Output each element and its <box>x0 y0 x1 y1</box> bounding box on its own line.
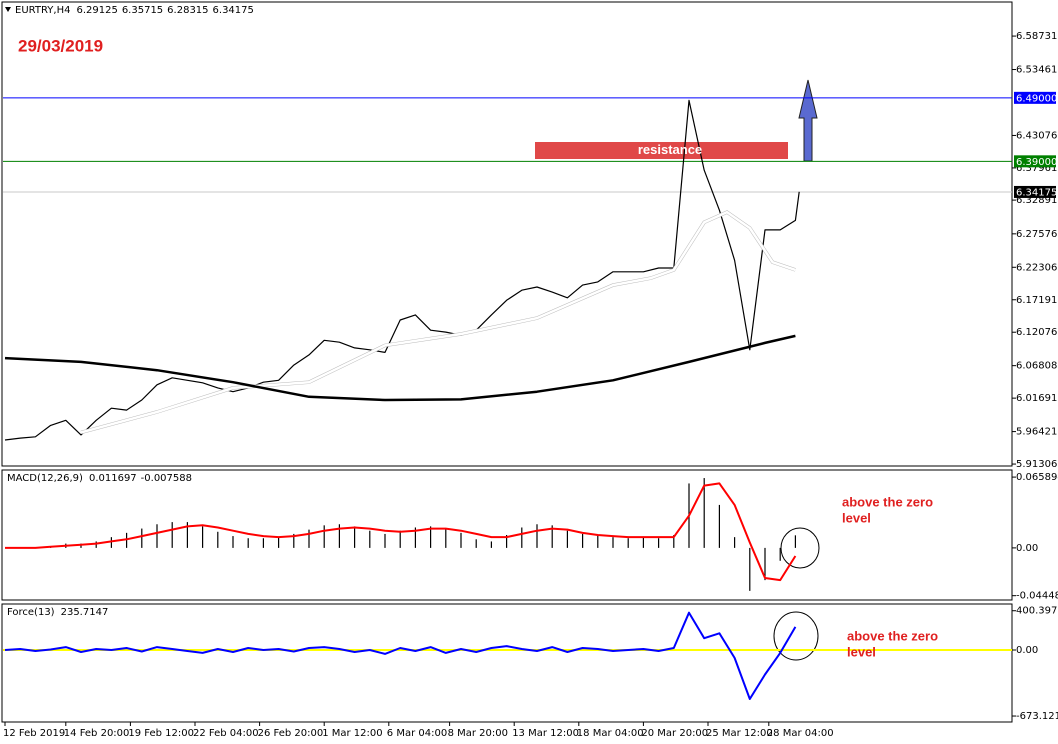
pane-header: MACD(12,26,9) 0.011697 -0.007588 <box>7 473 192 484</box>
x-tick-label: 14 Feb 20:00 <box>64 728 130 739</box>
pane-title: MACD(12,26,9) <box>7 473 83 484</box>
level-label: 6.39000 <box>1016 157 1057 168</box>
resistance-label: resistance <box>638 142 702 157</box>
x-tick-label: 1 Mar 12:00 <box>322 728 382 739</box>
y-tick-label: 6.22306 <box>1016 262 1057 273</box>
y-tick-label: 5.96421 <box>1016 427 1057 438</box>
y-tick-label: 6.53461 <box>1016 65 1057 76</box>
y-tick-label: 5.91306 <box>1016 459 1057 470</box>
pane-reading: -0.007588 <box>141 473 192 484</box>
x-tick-label: 13 Mar 12:00 <box>512 728 579 739</box>
pane-reading: 6.29125 <box>76 5 117 16</box>
highlight-circle <box>780 527 820 569</box>
pane-header: EURTRY,H4 6.29125 6.35715 6.28315 6.34175 <box>15 5 254 16</box>
highlight-circle <box>773 611 819 661</box>
pane-title: Force(13) <box>7 607 55 618</box>
pane-reading: 235.7147 <box>61 607 109 618</box>
annotation: level <box>847 644 876 659</box>
y-tick-label: 6.58731 <box>1016 31 1057 42</box>
y-tick-label: 6.17191 <box>1016 295 1057 306</box>
x-tick-label: 19 Feb 12:00 <box>128 728 194 739</box>
y-tick-label: 0.00 <box>1016 645 1038 656</box>
series-line <box>4 611 797 700</box>
pane-reading: 6.34175 <box>213 5 254 16</box>
level-label: 6.49000 <box>1016 93 1057 104</box>
resistance-zone <box>535 142 788 159</box>
y-tick-label: 6.27576 <box>1016 229 1057 240</box>
level-label: 6.34175 <box>1016 187 1057 198</box>
x-tick-label: 18 Mar 04:00 <box>577 728 644 739</box>
level-label-box <box>1014 185 1056 198</box>
macd-pane <box>1 469 1013 601</box>
force-pane <box>1 603 1013 723</box>
x-tick-label: 25 Mar 12:00 <box>706 728 773 739</box>
up-arrow <box>798 79 818 162</box>
y-tick-label: 0.00 <box>1016 543 1038 554</box>
pane-reading: 6.28315 <box>167 5 208 16</box>
pane-title: EURTRY,H4 <box>15 5 70 16</box>
series-line <box>4 334 796 402</box>
x-tick-label: 12 Feb 2019 <box>3 728 65 739</box>
menu-triangle <box>5 7 11 12</box>
annotation: level <box>842 510 871 525</box>
y-tick-label: 0.065894 <box>1016 472 1058 483</box>
x-tick-label: 22 Feb 04:00 <box>193 728 259 739</box>
date-annotation: 29/03/2019 <box>18 36 103 55</box>
annotation: above the zero <box>842 494 933 509</box>
pane-header: Force(13) 235.7147 <box>7 607 108 618</box>
level-label-box <box>1014 91 1056 104</box>
y-tick-label: 6.01691 <box>1016 393 1057 404</box>
level-label-box <box>1014 155 1056 168</box>
pane-reading: 0.011697 <box>89 473 137 484</box>
pane-reading: 6.35715 <box>122 5 163 16</box>
y-tick-label: 6.32891 <box>1016 195 1057 206</box>
y-tick-label: 400.3976 <box>1016 606 1058 617</box>
series-line <box>4 99 800 441</box>
x-tick-label: 26 Feb 20:00 <box>258 728 324 739</box>
y-tick-label: -0.04448 <box>1016 591 1058 602</box>
x-tick-label: 28 Mar 04:00 <box>767 728 834 739</box>
x-tick-label: 6 Mar 04:00 <box>387 728 447 739</box>
y-tick-label: 6.37961 <box>1016 163 1057 174</box>
series-line <box>5 482 797 582</box>
y-tick-label: -673.1218 <box>1016 711 1058 722</box>
y-tick-label: 6.12076 <box>1016 327 1057 338</box>
y-tick-label: 6.43076 <box>1016 130 1057 141</box>
x-tick-label: 8 Mar 20:00 <box>448 728 508 739</box>
x-tick-label: 20 Mar 20:00 <box>641 728 708 739</box>
y-tick-label: 6.06808 <box>1016 361 1057 372</box>
annotation: above the zero <box>847 628 938 643</box>
